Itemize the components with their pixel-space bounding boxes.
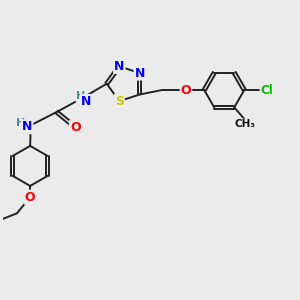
- Text: N: N: [81, 95, 91, 108]
- Text: O: O: [25, 190, 35, 204]
- Text: O: O: [181, 84, 191, 97]
- Text: CH₃: CH₃: [234, 119, 255, 130]
- Text: Cl: Cl: [261, 84, 273, 97]
- Text: H: H: [16, 118, 25, 128]
- Text: H: H: [76, 92, 86, 101]
- Text: S: S: [115, 94, 124, 108]
- Text: O: O: [70, 121, 80, 134]
- Text: N: N: [114, 60, 124, 73]
- Text: N: N: [22, 120, 32, 133]
- Text: N: N: [135, 67, 145, 80]
